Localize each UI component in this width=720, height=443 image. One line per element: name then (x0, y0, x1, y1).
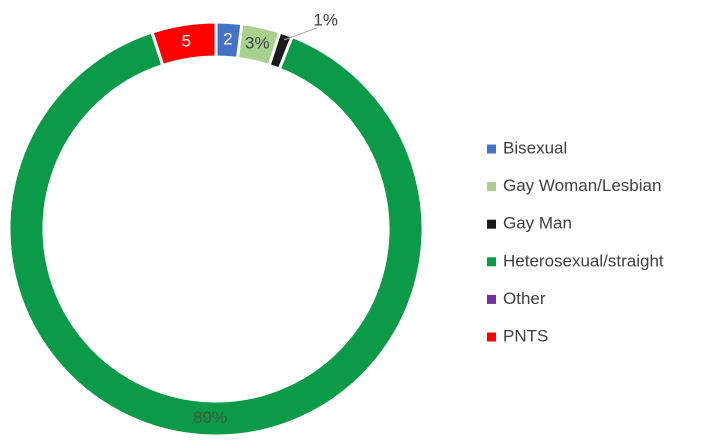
legend: Bisexual Gay Woman/Lesbian Gay Man Heterose… (487, 138, 664, 345)
data-label: 89% (193, 408, 227, 427)
data-label: 5 (182, 31, 191, 50)
legend-swatch (487, 219, 496, 229)
legend-label: Heterosexual/straight (503, 251, 664, 270)
donut (7, 20, 425, 438)
data-label: 2 (223, 29, 232, 48)
legend-label: Bisexual (503, 138, 567, 157)
data-labels: 2 3% 1% 89% 5 (182, 11, 338, 427)
donut-segment (7, 30, 425, 438)
legend-label: Other (503, 289, 546, 308)
leader-line (283, 27, 318, 41)
donut-segment (150, 20, 218, 68)
legend-swatch (487, 182, 496, 192)
legend-label: Gay Woman/Lesbian (503, 176, 661, 195)
data-label: 3% (245, 34, 270, 53)
legend-swatch (487, 257, 496, 267)
legend-swatch (487, 332, 496, 342)
legend-swatch (487, 294, 496, 304)
legend-label: Gay Man (503, 214, 572, 233)
legend-label: PNTS (503, 326, 548, 345)
data-label: 1% (313, 11, 338, 30)
legend-swatch (487, 144, 496, 154)
